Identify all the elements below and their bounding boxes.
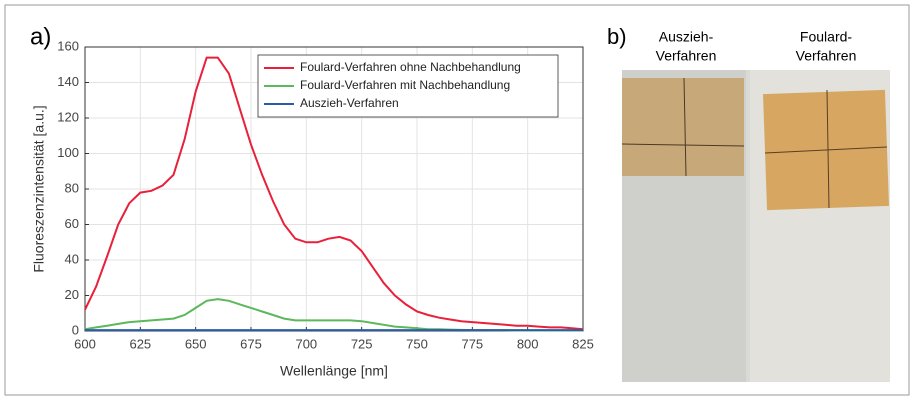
panel-label: b) xyxy=(607,24,627,49)
caption: Auszieh- xyxy=(659,29,714,45)
x-tick-label: 700 xyxy=(295,336,317,351)
caption: Foulard- xyxy=(800,29,852,45)
y-tick-label: 140 xyxy=(57,74,79,89)
y-tick-label: 160 xyxy=(57,38,79,53)
sample-line xyxy=(683,77,687,177)
x-tick-label: 800 xyxy=(517,336,539,351)
x-tick-label: 775 xyxy=(461,336,483,351)
sample-line xyxy=(826,89,830,209)
sample-line xyxy=(621,143,745,147)
x-tick-label: 650 xyxy=(185,336,207,351)
y-tick-label: 100 xyxy=(57,145,79,160)
data-line xyxy=(84,56,584,331)
x-tick-label: 750 xyxy=(406,336,428,351)
caption: Verfahren xyxy=(796,48,857,64)
x-tick-label: 675 xyxy=(240,336,262,351)
x-axis-label: Wellenlänge [nm] xyxy=(280,363,388,379)
sample-line xyxy=(764,146,888,154)
caption: Verfahren xyxy=(656,48,717,64)
legend-label: Foulard-Verfahren mit Nachbehandlung xyxy=(300,78,510,92)
photo: b) Auszieh- Verfahren Foulard- Verfahren xyxy=(607,24,890,382)
y-tick-label: 120 xyxy=(57,109,79,124)
panel-label: a) xyxy=(30,23,51,50)
y-tick-label: 80 xyxy=(65,180,79,195)
y-tick-label: 0 xyxy=(72,322,79,337)
legend-label: Auszieh-Verfahren xyxy=(300,96,399,110)
legend-box xyxy=(257,54,559,118)
y-tick-label: 40 xyxy=(65,251,79,266)
x-tick-label: 725 xyxy=(351,336,373,351)
sample-left xyxy=(622,78,744,176)
y-tick-label: 20 xyxy=(65,287,79,302)
y-axis-label: Fluoreszenzintensität [a.u.] xyxy=(31,105,47,272)
y-tick-label: 60 xyxy=(65,216,79,231)
x-tick-label: 625 xyxy=(129,336,151,351)
legend-label: Foulard-Verfahren ohne Nachbehandlung xyxy=(300,60,521,74)
x-tick-label: 600 xyxy=(74,336,96,351)
x-tick-label: 825 xyxy=(572,336,594,351)
